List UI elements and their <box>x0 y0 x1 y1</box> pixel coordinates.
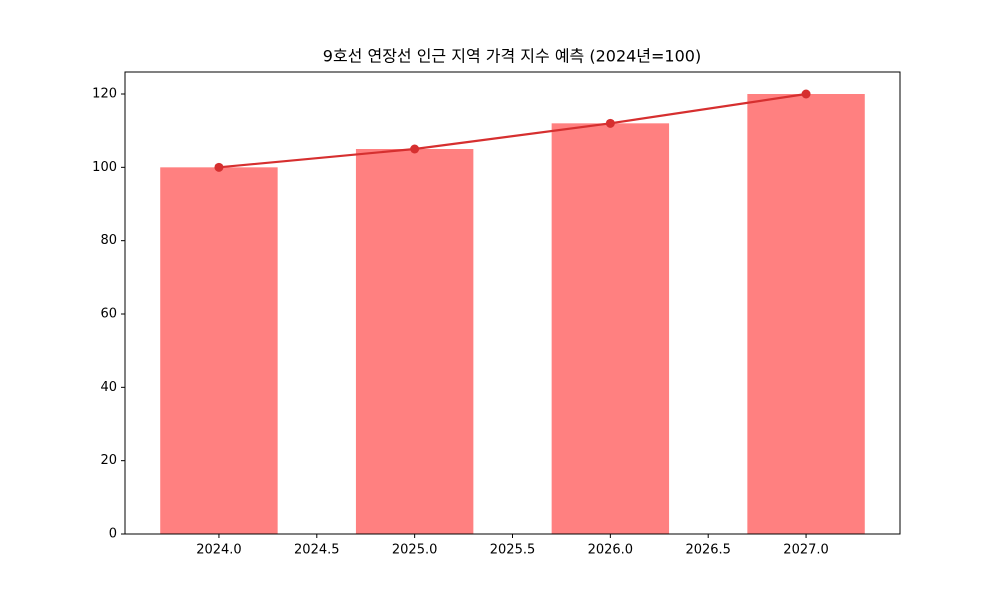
y-tick-label: 80 <box>100 233 117 248</box>
y-tick-label: 120 <box>92 87 117 102</box>
bar <box>160 167 278 535</box>
bar <box>355 149 474 534</box>
chart-title: 9호선 연장선 인근 지역 가격 지수 예측 (2024년=100) <box>323 47 701 66</box>
x-tick-label: 2025.0 <box>392 543 438 558</box>
y-tick-label: 20 <box>100 453 117 468</box>
bar <box>551 123 670 534</box>
y-tick-label: 100 <box>92 160 117 175</box>
y-tick-label: 0 <box>109 527 117 542</box>
x-tick-label: 2025.5 <box>490 543 536 558</box>
point <box>801 89 811 99</box>
point <box>214 162 224 172</box>
point <box>605 118 615 128</box>
y-tick-label: 60 <box>100 307 117 322</box>
x-tick-label: 2024.0 <box>196 543 242 558</box>
x-tick-label: 2027.0 <box>783 543 829 558</box>
x-tick-label: 2026.5 <box>685 543 731 558</box>
x-tick-label: 2026.0 <box>588 543 634 558</box>
bar <box>747 94 865 534</box>
y-tick-label: 40 <box>100 380 117 395</box>
line <box>218 92 807 169</box>
x-tick-label: 2024.5 <box>294 543 340 558</box>
point <box>410 144 420 154</box>
